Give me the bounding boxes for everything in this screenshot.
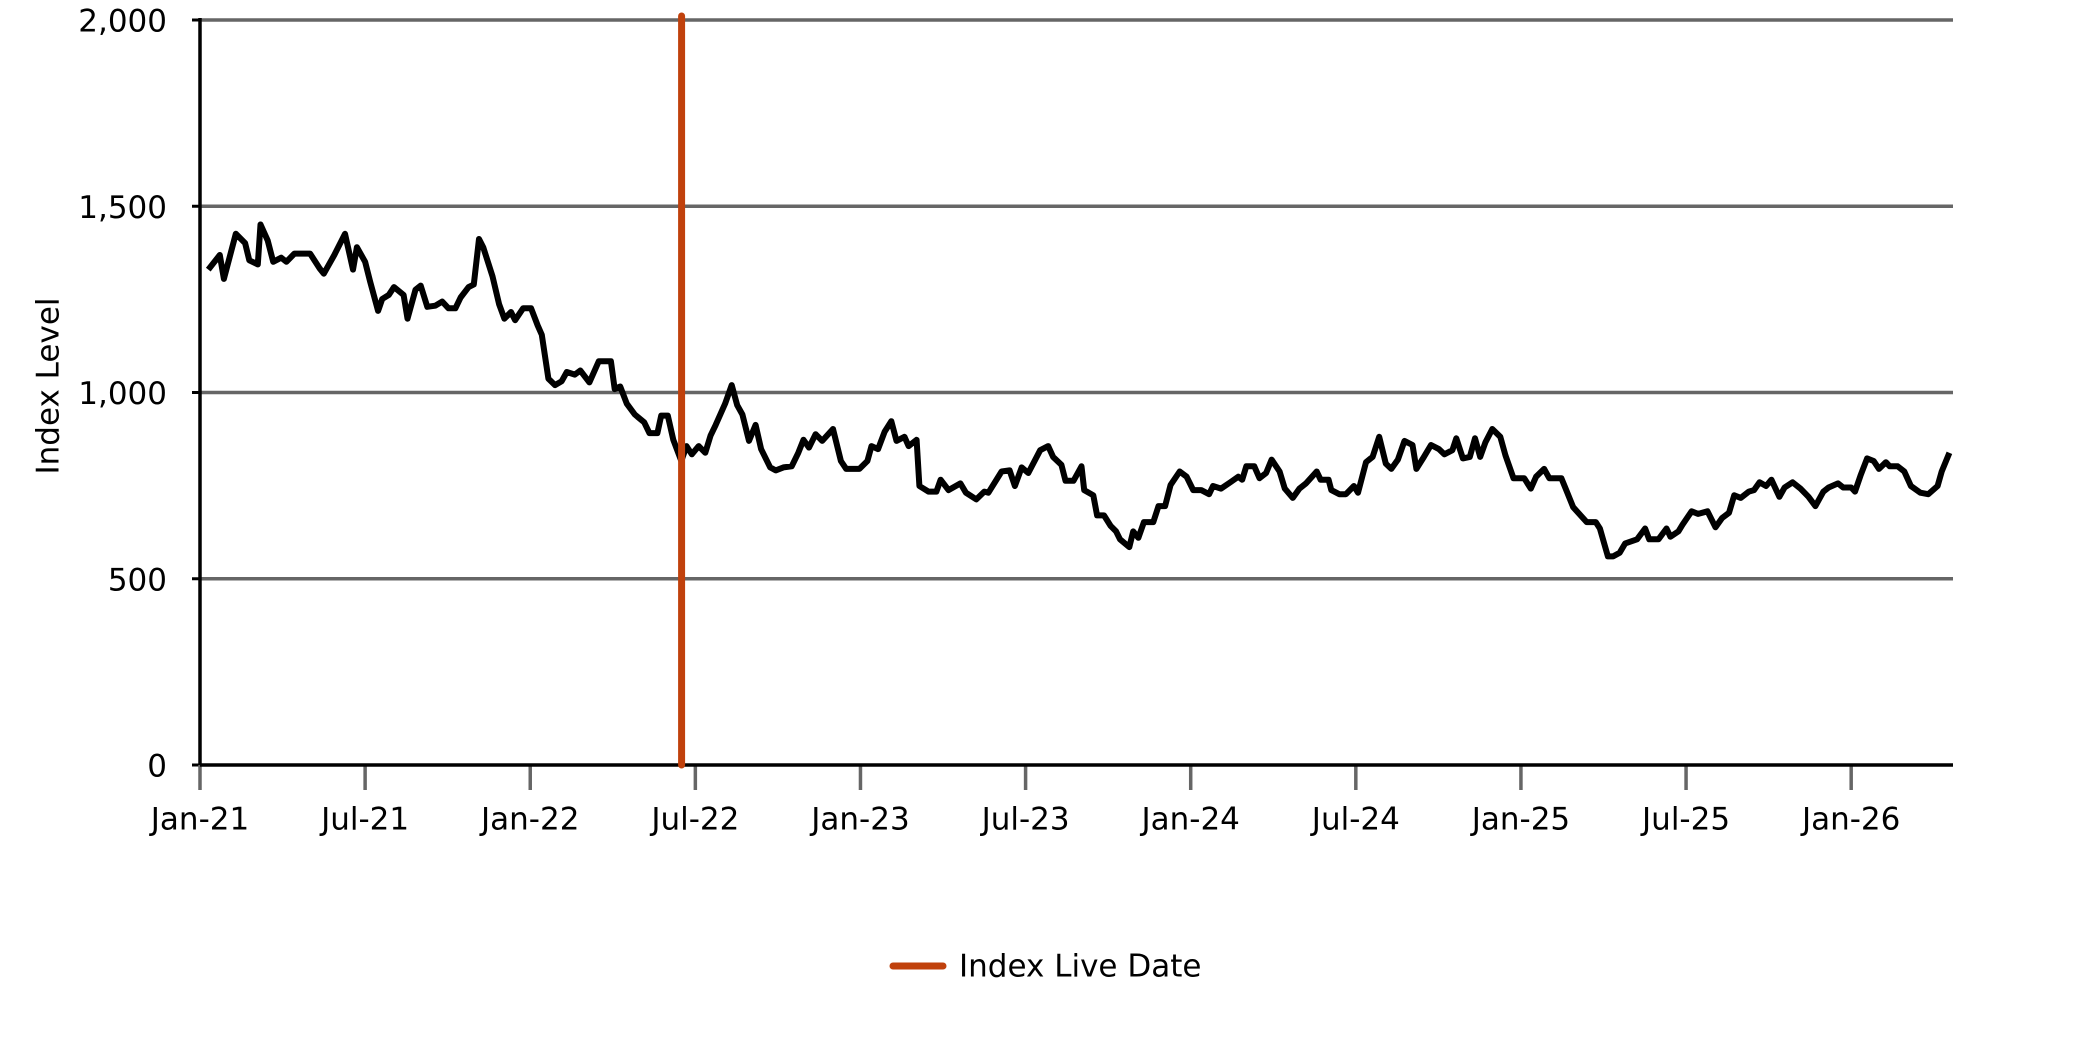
legend-label: Index Live Date — [959, 949, 1201, 985]
x-tick-label: Jan-24 — [1139, 802, 1239, 838]
x-tick-label: Jan-21 — [149, 802, 249, 838]
x-tick-label: Jul-24 — [1310, 802, 1400, 838]
y-axis-label: Index Level — [31, 297, 67, 474]
y-tick-label: 2,000 — [78, 4, 167, 40]
x-tick-label: Jul-23 — [980, 802, 1070, 838]
y-tick-label: 1,000 — [78, 376, 167, 412]
x-tick-label: Jan-23 — [809, 802, 909, 838]
series-line — [205, 221, 1953, 560]
y-tick-label: 1,500 — [78, 190, 167, 226]
x-tick-label: Jul-21 — [319, 802, 409, 838]
x-tick-label: Jan-22 — [479, 802, 579, 838]
y-tick-label: 0 — [147, 749, 167, 785]
x-tick-label: Jan-26 — [1800, 802, 1900, 838]
y-tick-label: 500 — [108, 562, 167, 598]
x-tick-label: Jul-25 — [1640, 802, 1730, 838]
x-tick-label: Jan-25 — [1470, 802, 1570, 838]
x-tick-label: Jul-22 — [649, 802, 739, 838]
